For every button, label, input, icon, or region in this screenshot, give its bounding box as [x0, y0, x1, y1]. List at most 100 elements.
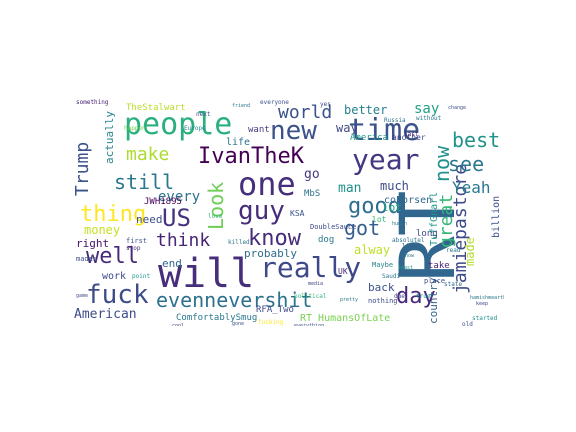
word: Yeah	[452, 178, 491, 197]
word: nothing	[368, 297, 398, 305]
word: go	[304, 167, 320, 182]
word: Europe	[184, 125, 206, 132]
word: lissie	[402, 243, 424, 250]
word: KSA	[290, 209, 305, 218]
word: evennevershit	[156, 288, 313, 312]
word: time	[348, 113, 421, 148]
word: point	[132, 273, 151, 280]
word: friend	[232, 103, 251, 109]
word: good	[348, 194, 401, 219]
word: really	[260, 251, 362, 284]
word: next	[196, 111, 211, 118]
word: billion	[491, 195, 502, 238]
word: work	[102, 271, 127, 282]
word: state	[444, 281, 463, 288]
word: take	[428, 261, 450, 271]
word: true	[416, 293, 431, 300]
word: least	[398, 265, 414, 271]
word: much	[380, 179, 409, 193]
word: new	[270, 116, 317, 146]
word: know	[248, 226, 301, 251]
word-cloud: RT will people one time year really fuck…	[72, 98, 504, 326]
word: everything	[294, 323, 325, 327]
word: say	[414, 101, 440, 117]
word: end	[162, 257, 182, 270]
word: mades	[76, 255, 98, 263]
word: dog	[318, 235, 335, 245]
word: will	[158, 251, 255, 297]
word: year	[352, 143, 420, 176]
word: lot	[372, 215, 387, 224]
word: got	[344, 216, 381, 240]
word: last	[404, 131, 419, 138]
word: love	[208, 213, 223, 220]
word: man	[338, 181, 362, 196]
word: right	[76, 237, 110, 250]
word: show	[402, 253, 415, 259]
word: pretty	[340, 297, 359, 303]
word: great	[436, 193, 457, 248]
word: see	[448, 152, 485, 176]
word: Saudi	[382, 273, 401, 280]
word: RFA_Two	[256, 305, 294, 315]
word: DoubleSauce	[310, 223, 357, 231]
word: something	[76, 99, 109, 106]
word: another	[392, 133, 426, 142]
word: American	[74, 307, 137, 322]
word: Trump	[72, 141, 93, 196]
word: TheStalwart	[126, 103, 186, 113]
word: need	[136, 213, 163, 226]
word: change	[448, 105, 467, 111]
word: world	[278, 102, 333, 123]
word: stop	[126, 245, 141, 252]
word: America	[350, 133, 388, 143]
word: Russia	[384, 117, 406, 124]
word: Look	[204, 181, 228, 230]
word: absolutel	[392, 237, 425, 244]
word: IvanTheK	[198, 144, 304, 169]
word: guy	[238, 196, 285, 226]
word: conorsen	[384, 195, 433, 206]
word: cool	[172, 323, 185, 327]
word: alway	[354, 243, 391, 257]
word: actually	[103, 111, 116, 164]
word: lot	[382, 201, 402, 214]
word: old	[462, 321, 473, 327]
word: keep	[476, 301, 489, 307]
word: Maybe	[372, 261, 394, 269]
word: well	[86, 244, 139, 269]
word: everyone	[260, 99, 289, 106]
word: started	[472, 315, 498, 322]
word: game	[76, 293, 89, 299]
word: money	[84, 223, 121, 237]
word: place	[424, 277, 446, 285]
word: media	[308, 281, 324, 287]
word: fuck	[86, 280, 149, 310]
word: happen	[124, 125, 146, 132]
word: hamishmearther	[470, 295, 504, 301]
word: back	[368, 281, 395, 294]
word: every	[158, 189, 201, 205]
word: killed	[228, 239, 250, 246]
word: US	[162, 204, 191, 232]
word: MbS	[304, 189, 321, 199]
word: RT HumansOfLate	[300, 313, 391, 324]
word: read	[446, 247, 461, 254]
word: human	[392, 221, 408, 227]
word: first	[126, 237, 148, 245]
word: political	[294, 293, 327, 300]
word: ComfortablySmug	[176, 313, 258, 323]
word: way	[336, 121, 358, 135]
word: one	[238, 165, 296, 203]
word: want	[248, 125, 270, 135]
word: best	[452, 128, 501, 152]
word: still	[114, 170, 175, 194]
word: thing	[80, 202, 147, 227]
word: fucking	[258, 319, 284, 326]
word: made	[463, 237, 477, 266]
word: better	[344, 103, 388, 117]
word: people	[124, 107, 233, 142]
word: JWH1895	[144, 197, 182, 207]
word: UK	[338, 267, 348, 276]
word: make	[126, 144, 170, 165]
